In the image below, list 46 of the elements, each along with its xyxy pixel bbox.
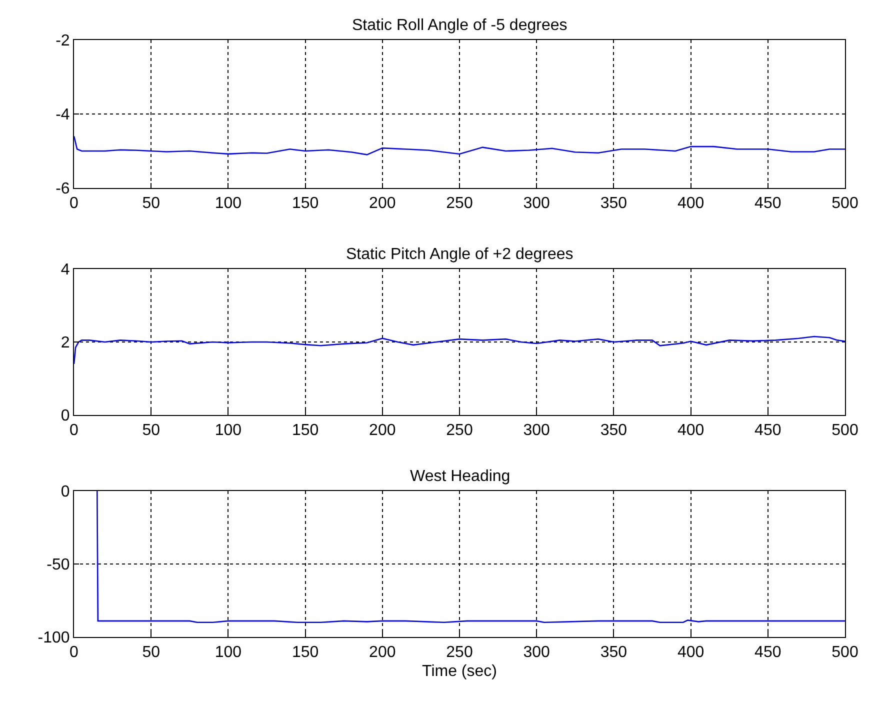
x-tick-label: 500 [832, 644, 858, 662]
x-tick-label: 100 [214, 422, 242, 440]
x-tick-label: 150 [292, 644, 319, 662]
x-tick-label: 200 [369, 422, 396, 440]
x-tick-label: 350 [600, 195, 628, 212]
x-tick-label: 200 [369, 195, 396, 212]
y-tick-label: -4 [56, 106, 70, 124]
chart-title: West Heading [410, 468, 510, 485]
y-tick-label: 4 [60, 262, 70, 279]
x-tick-label: 250 [446, 422, 473, 440]
y-tick-label: -2 [56, 32, 70, 50]
chart-title: Static Pitch Angle of +2 degrees [346, 246, 574, 263]
y-tick-label: -100 [38, 630, 70, 647]
x-tick-label: 400 [677, 644, 704, 662]
line-series [74, 336, 845, 365]
x-tick-label: 250 [446, 644, 473, 662]
x-tick-label: 300 [523, 422, 550, 440]
x-tick-label: 200 [369, 644, 396, 662]
x-tick-label: 50 [142, 195, 160, 212]
x-tick-label: 50 [142, 422, 160, 440]
y-tick-label: 2 [60, 334, 70, 352]
x-tick-label: 450 [754, 644, 782, 662]
x-tick-label: 350 [600, 422, 628, 440]
line-series [74, 136, 845, 156]
x-tick-label: 450 [754, 422, 782, 440]
x-tick-label: 100 [214, 644, 242, 662]
x-tick-label: 350 [600, 644, 628, 662]
x-tick-label: 500 [832, 195, 858, 212]
x-tick-label: 300 [523, 195, 550, 212]
x-tick-label: 150 [292, 195, 319, 212]
x-tick-label: 400 [677, 195, 704, 212]
x-tick-label: 300 [523, 644, 550, 662]
y-tick-label: -50 [46, 556, 70, 574]
x-tick-label: 500 [832, 422, 858, 440]
x-tick-label: 150 [292, 422, 319, 440]
x-tick-label: 250 [446, 195, 473, 212]
line-series [96, 491, 845, 624]
chart-title: Static Roll Angle of -5 degrees [352, 17, 568, 34]
x-tick-label: 450 [754, 195, 782, 212]
x-tick-label: 100 [214, 195, 242, 212]
y-tick-label: 0 [60, 408, 70, 425]
y-tick-label: 0 [60, 484, 70, 501]
y-tick-label: -6 [56, 180, 70, 198]
x-axis-title: Time (sec) [422, 662, 497, 680]
x-tick-label: 50 [142, 644, 160, 662]
x-tick-label: 400 [677, 422, 704, 440]
